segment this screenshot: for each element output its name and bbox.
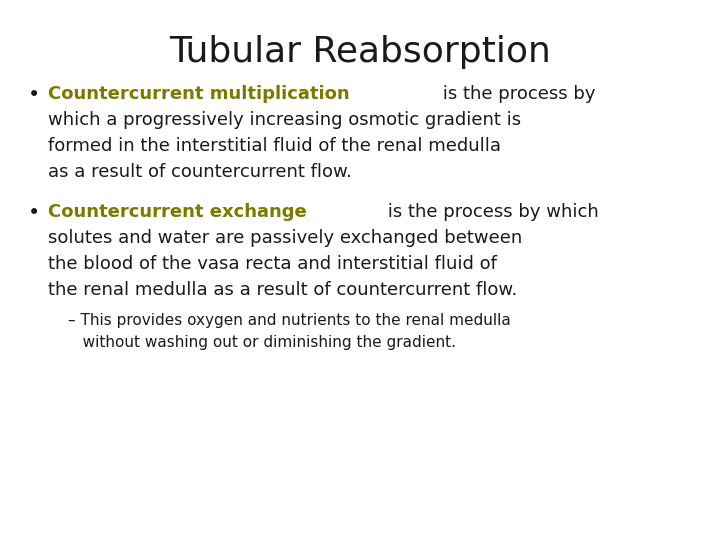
Text: is the process by: is the process by <box>437 85 595 103</box>
Text: Countercurrent multiplication: Countercurrent multiplication <box>48 85 350 103</box>
Text: – This provides oxygen and nutrients to the renal medulla: – This provides oxygen and nutrients to … <box>68 313 510 328</box>
Text: which a progressively increasing osmotic gradient is: which a progressively increasing osmotic… <box>48 111 521 129</box>
Text: formed in the interstitial fluid of the renal medulla: formed in the interstitial fluid of the … <box>48 137 501 155</box>
Text: is the process by which: is the process by which <box>382 203 598 221</box>
Text: without washing out or diminishing the gradient.: without washing out or diminishing the g… <box>68 335 456 350</box>
Text: solutes and water are passively exchanged between: solutes and water are passively exchange… <box>48 229 522 247</box>
Text: the blood of the vasa recta and interstitial fluid of: the blood of the vasa recta and intersti… <box>48 255 497 273</box>
Text: Tubular Reabsorption: Tubular Reabsorption <box>169 35 551 69</box>
Text: Countercurrent exchange: Countercurrent exchange <box>48 203 307 221</box>
Text: •: • <box>28 203 40 223</box>
Text: the renal medulla as a result of countercurrent flow.: the renal medulla as a result of counter… <box>48 281 517 299</box>
Text: •: • <box>28 85 40 105</box>
Text: as a result of countercurrent flow.: as a result of countercurrent flow. <box>48 163 352 181</box>
